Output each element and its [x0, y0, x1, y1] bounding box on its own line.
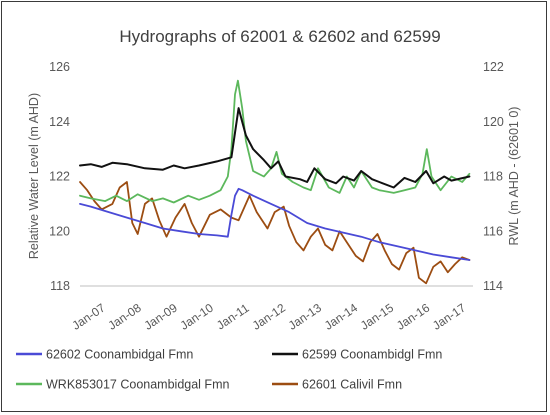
- y-tick-label: 126: [49, 60, 70, 74]
- y-tick-label: 124: [49, 115, 70, 129]
- y-axis-label: Relative Water Level (m AHD): [27, 93, 41, 259]
- series-line-3: [79, 181, 471, 285]
- series-line-1: [79, 107, 471, 189]
- x-tick-label: Jan-13: [286, 300, 325, 332]
- series-line-2: [79, 79, 471, 204]
- y-tick-label: 118: [50, 279, 70, 293]
- legend-label: 62602 Coonambidgal Fmn: [46, 348, 193, 362]
- x-tick-label: Jan-07: [69, 300, 108, 332]
- chart-title: Hydrographs of 62001 & 62602 and 62599: [119, 27, 440, 46]
- y2-axis-ticks: 114 116 118 120 122: [483, 60, 504, 293]
- series-lines: [79, 79, 471, 285]
- y-axis-ticks: 118 120 122 124 126: [49, 60, 70, 293]
- x-tick-label: Jan-12: [250, 300, 289, 332]
- legend: 62602 Coonambidgal Fmn 62599 Coonambidgl …: [16, 348, 442, 392]
- x-tick-label: Jan-16: [394, 300, 433, 332]
- x-tick-label: Jan-14: [322, 300, 361, 332]
- series-line-0: [79, 187, 471, 261]
- legend-label: 62599 Coonambidgl Fmn: [302, 348, 442, 362]
- y2-tick-label: 122: [483, 60, 504, 74]
- x-tick-label: Jan-11: [214, 301, 252, 333]
- legend-label: 62601 Calivil Fmn: [302, 378, 402, 392]
- legend-label: WRK853017 Coonambidgal Fmn: [46, 378, 229, 392]
- y2-tick-label: 114: [483, 279, 503, 293]
- x-axis-ticks: Jan-07Jan-08Jan-09Jan-10Jan-11Jan-12Jan-…: [69, 300, 468, 332]
- y2-axis-label: RWL (m AHD - (62601 0): [507, 107, 521, 246]
- y2-tick-label: 118: [483, 170, 503, 184]
- y2-tick-label: 116: [483, 224, 503, 238]
- x-tick-label: Jan-10: [178, 300, 217, 332]
- y-tick-label: 122: [49, 170, 70, 184]
- x-tick-label: Jan-08: [106, 300, 145, 332]
- y-tick-label: 120: [49, 224, 70, 238]
- x-tick-label: Jan-15: [358, 300, 397, 332]
- y2-tick-label: 120: [483, 115, 504, 129]
- x-tick-label: Jan-17: [430, 300, 469, 332]
- x-tick-label: Jan-09: [142, 300, 181, 332]
